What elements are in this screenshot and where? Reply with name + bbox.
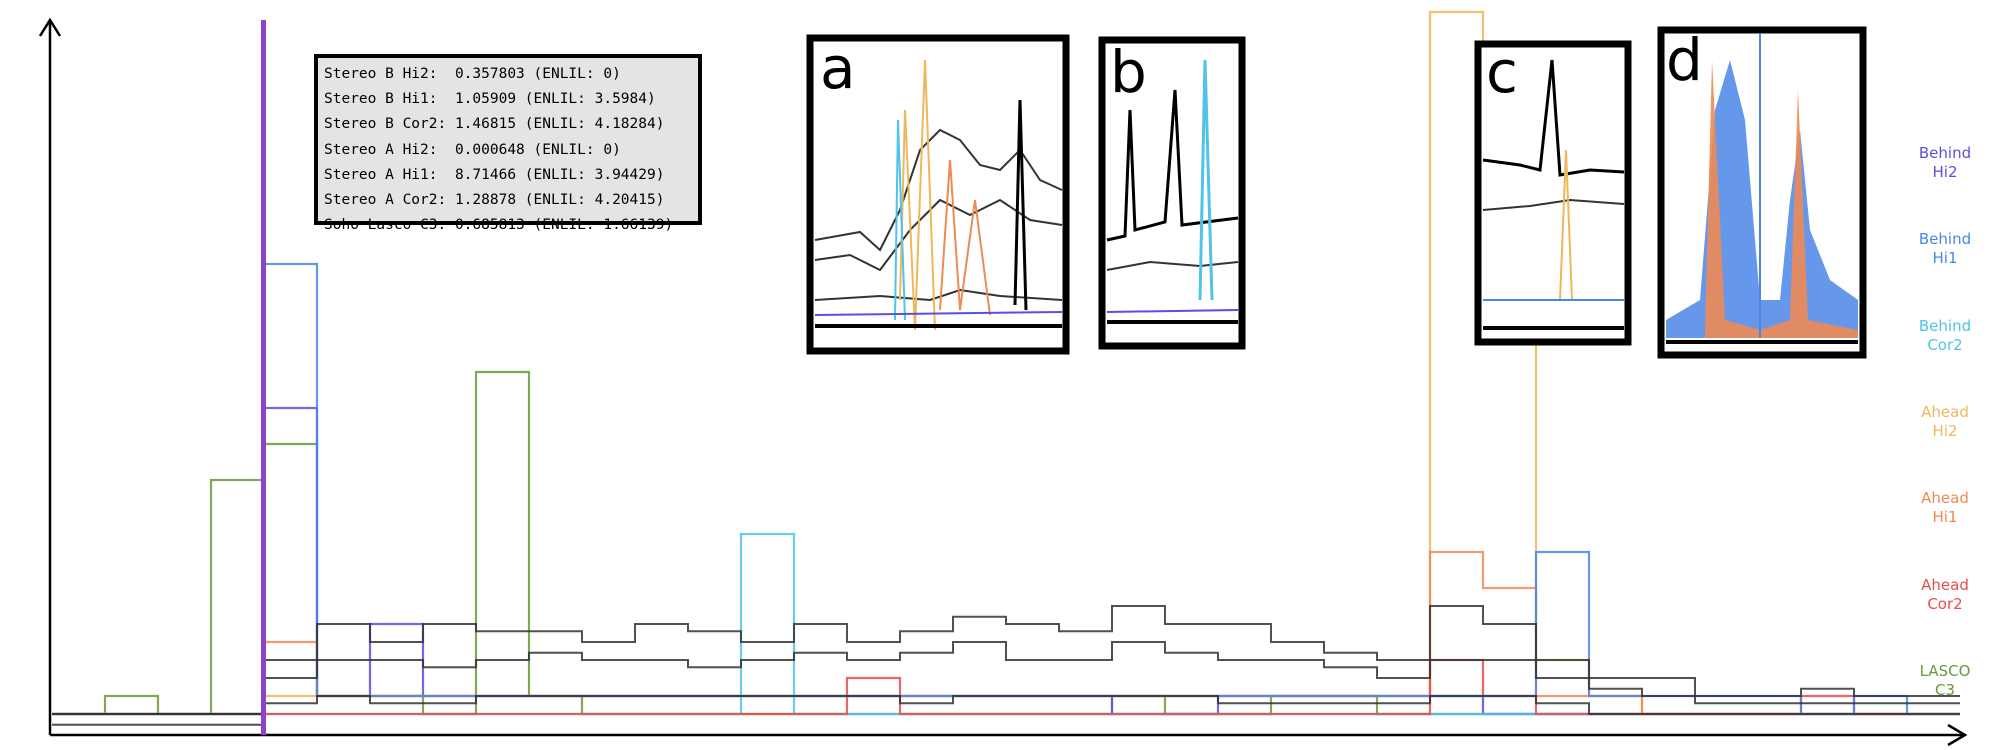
series-line [52,370,1960,716]
series-line [52,695,1960,726]
readout-row-soho-lasco-c3: Soho Lasco C3: 0.685813 (ENLIL: 1.66139) [324,217,674,234]
readout-row-stereo-b-hi2: Stereo B Hi2: 0.357803 (ENLIL: 0) [324,66,621,82]
legend-ahead-cor2[interactable]: Ahead Cor2 [1900,576,1990,614]
legend-line1: Behind [1918,230,1972,248]
inset-c-label: c [1486,38,1518,106]
inset-b[interactable]: b [1098,36,1246,350]
inset-d[interactable]: d [1657,26,1867,359]
legend-line1: LASCO [1919,662,1971,680]
series-line [52,658,1960,716]
legend-line1: Behind [1918,144,1972,162]
legend-line2: Hi1 [1932,508,1958,526]
inset-c-plot [1482,59,1625,330]
legend-line2: Hi1 [1932,249,1958,267]
series-line [52,605,1960,715]
inset-d-plot [1666,34,1858,344]
readout-row-stereo-a-hi1: Stereo A Hi1: 8.71466 (ENLIL: 3.94429) [324,166,665,183]
time-cursor[interactable] [261,20,266,735]
legend-line1: Ahead [1921,576,1969,594]
legend-lasco-c3[interactable]: LASCO C3 [1900,662,1990,700]
y-axis-arrow-icon [38,17,62,37]
legend-behind-hi1[interactable]: Behind Hi1 [1900,230,1990,268]
legend-line1: Behind [1918,317,1972,335]
inset-d-label: d [1666,26,1703,94]
legend-line1: Ahead [1921,403,1969,421]
readout-row-stereo-b-cor2: Stereo B Cor2: 1.46815 (ENLIL: 4.18284) [324,116,665,133]
inset-c[interactable]: c [1474,38,1632,346]
legend-line1: Ahead [1921,489,1969,507]
x-axis-arrow-icon [1947,723,1968,747]
legend-behind-hi2[interactable]: Behind Hi2 [1900,144,1990,182]
legend-line2: Hi2 [1932,163,1958,181]
readout-row-stereo-a-cor2: Stereo A Cor2: 1.28878 (ENLIL: 4.20415) [324,192,665,209]
series-layer [52,10,1960,726]
inset-b-label: b [1110,38,1147,106]
legend-line2: Cor2 [1927,336,1963,354]
legend-line2: Hi2 [1932,422,1958,440]
legend-line2: Cor2 [1927,595,1963,613]
series-line [52,550,1960,716]
readout-row-stereo-a-hi2: Stereo A Hi2: 0.000648 (ENLIL: 0) [324,141,621,158]
inset-a-label: a [820,34,856,102]
inset-a[interactable]: a [806,34,1070,355]
legend-line2: C3 [1934,681,1956,699]
readout-row-stereo-b-hi1: Stereo B Hi1: 1.05909 (ENLIL: 3.5984) [324,91,656,108]
value-readout: Stereo B Hi2: 0.357803 (ENLIL: 0) Stereo… [314,54,702,233]
series-line [52,406,1960,716]
legend-behind-cor2[interactable]: Behind Cor2 [1900,317,1990,355]
series-line [52,641,1960,715]
inset-a-plot [814,59,1063,331]
legend-ahead-hi1[interactable]: Ahead Hi1 [1900,489,1990,527]
legend-ahead-hi2[interactable]: Ahead Hi2 [1900,403,1990,441]
inset-b-plot [1106,59,1239,324]
